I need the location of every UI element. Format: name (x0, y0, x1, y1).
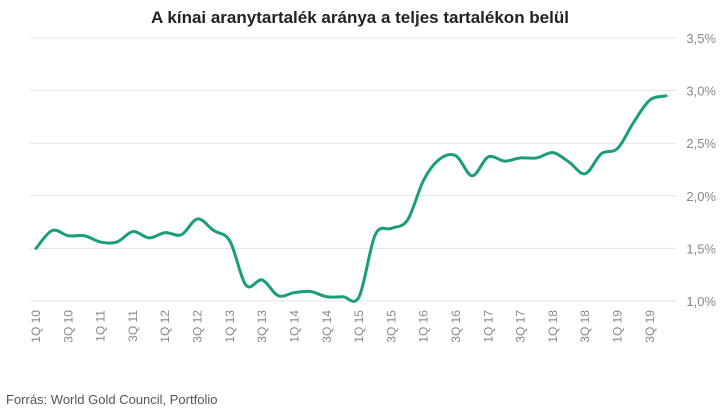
x-tick-label: 3Q 13 (255, 310, 269, 343)
x-tick-label: 3Q 19 (643, 310, 657, 343)
x-tick-label: 3Q 10 (61, 310, 75, 343)
x-tick-label: 1Q 14 (287, 310, 301, 343)
x-tick-label: 3Q 17 (514, 310, 528, 343)
x-tick-label: 1Q 15 (352, 310, 366, 343)
x-tick-label: 1Q 18 (546, 310, 560, 343)
x-axis-ticks: 1Q 10 3Q 10 1Q 11 3Q 11 1Q 12 3Q 12 1Q 13 3Q 13… (29, 310, 657, 343)
x-tick-label: 1Q 10 (29, 310, 43, 343)
y-tick-label: 1,0% (686, 294, 716, 309)
x-tick-label: 1Q 13 (223, 310, 237, 343)
x-tick-label: 1Q 17 (481, 310, 495, 343)
y-tick-label: 1,5% (686, 241, 716, 256)
x-tick-label: 3Q 14 (320, 310, 334, 343)
x-tick-label: 1Q 11 (94, 310, 108, 342)
x-tick-label: 1Q 12 (158, 310, 172, 343)
x-tick-label: 3Q 15 (384, 310, 398, 343)
x-tick-label: 3Q 16 (449, 310, 463, 343)
x-tick-label: 3Q 12 (191, 310, 205, 343)
y-tick-label: 2,0% (686, 189, 716, 204)
x-tick-label: 1Q 19 (611, 310, 625, 343)
source-note: Forrás: World Gold Council, Portfolio (6, 392, 218, 407)
x-tick-label: 1Q 16 (417, 310, 431, 343)
y-tick-label: 3,5% (686, 31, 716, 46)
chart-title: A kínai aranytartalék aránya a teljes ta… (151, 8, 569, 27)
x-tick-label: 3Q 18 (578, 310, 592, 343)
y-tick-label: 2,5% (686, 136, 716, 151)
x-tick-label: 3Q 11 (126, 310, 140, 342)
y-tick-label: 3,0% (686, 84, 716, 99)
series-line-gold-share (34, 94, 668, 303)
y-axis-ticks: 1,0% 1,5% 2,0% 2,5% 3,0% 3,5% (686, 31, 716, 309)
